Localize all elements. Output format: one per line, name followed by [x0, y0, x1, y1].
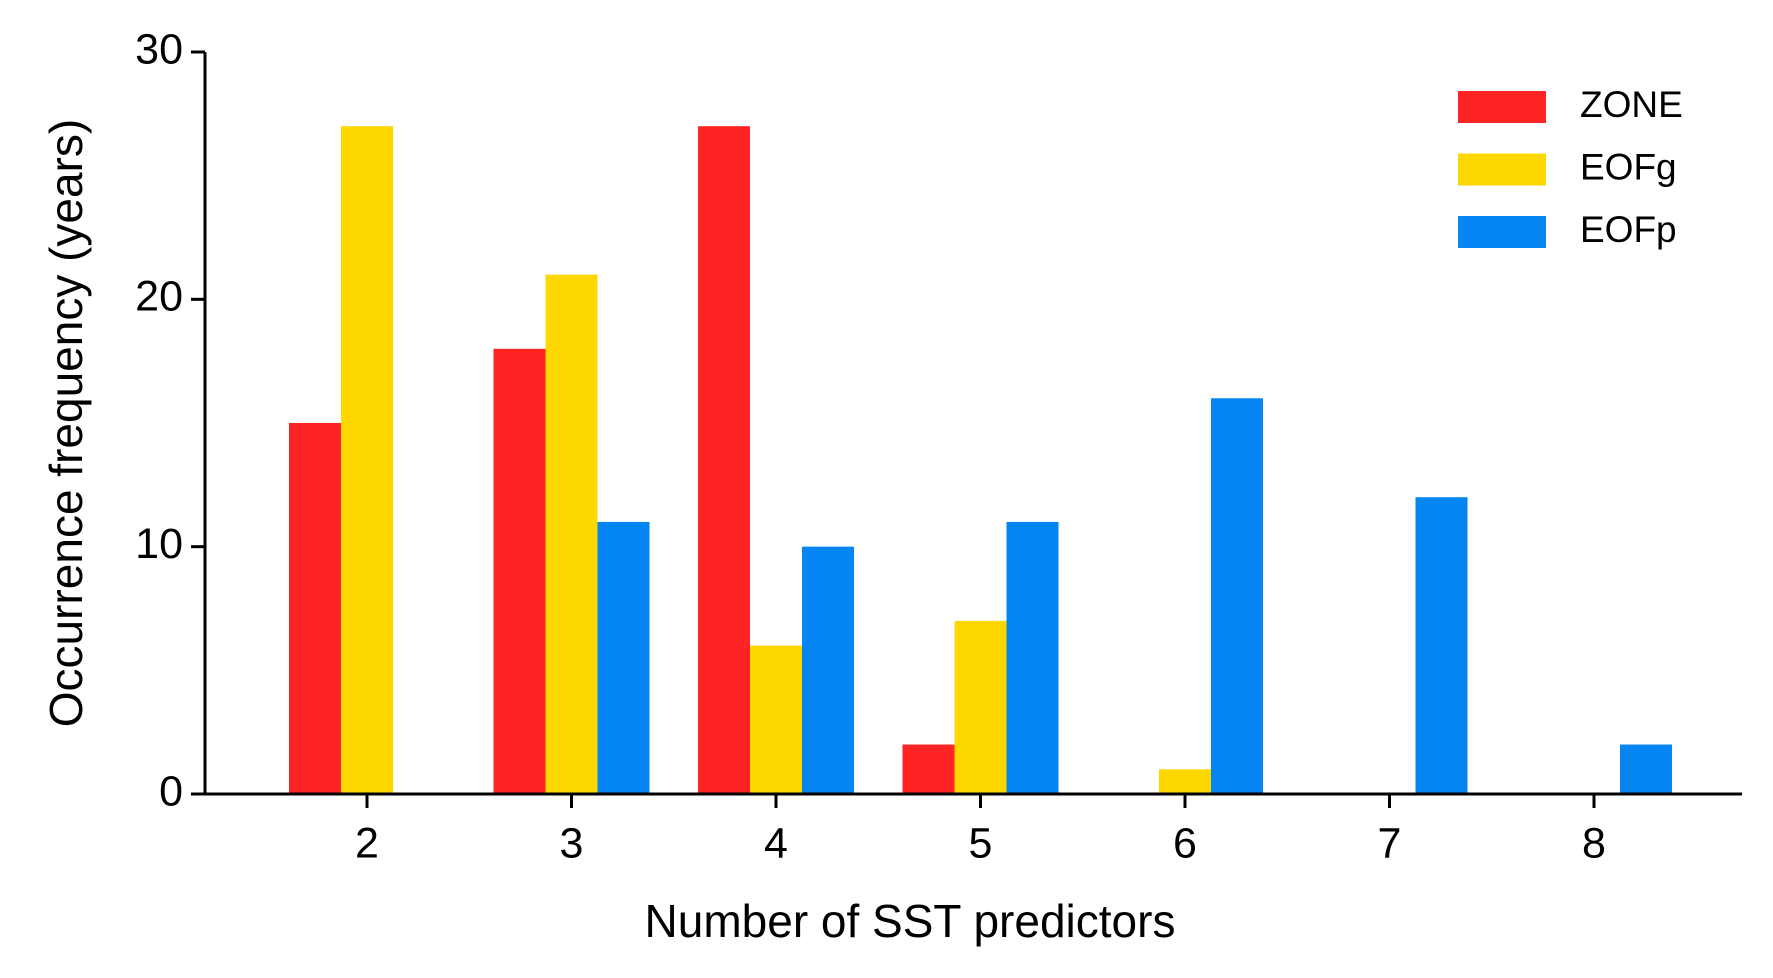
bar [341, 126, 393, 794]
bar [1006, 521, 1059, 794]
x-tick-label: 3 [560, 819, 584, 867]
legend-label: ZONE [1580, 84, 1683, 125]
x-axis-label: Number of SST predictors [645, 895, 1176, 947]
bar [902, 744, 955, 794]
bar [750, 645, 802, 794]
bar [289, 423, 341, 794]
y-tick-label: 20 [135, 273, 183, 321]
legend-swatch [1458, 216, 1546, 248]
x-tick-label: 7 [1378, 819, 1402, 867]
bar [493, 348, 546, 794]
x-tick-label: 2 [355, 819, 379, 867]
y-axis-label: Occurrence frequency (years) [40, 119, 92, 727]
bar [1620, 744, 1672, 794]
bar [1211, 398, 1263, 794]
bar [597, 521, 650, 794]
y-tick-label: 10 [135, 520, 183, 568]
bar [698, 126, 750, 794]
bar [954, 620, 1007, 794]
legend-swatch [1458, 91, 1546, 123]
bar [802, 546, 854, 794]
x-tick-label: 6 [1173, 819, 1197, 867]
y-tick-label: 0 [159, 767, 183, 815]
x-tick-label: 5 [969, 819, 993, 867]
x-tick-label: 8 [1582, 819, 1606, 867]
legend-label: EOFp [1580, 209, 1677, 250]
legend-swatch [1458, 153, 1546, 186]
bar [545, 274, 598, 795]
legend-label: EOFg [1580, 146, 1677, 187]
bar [1415, 497, 1468, 794]
bar [1159, 769, 1211, 794]
x-tick-label: 4 [764, 819, 788, 867]
y-tick-label: 30 [135, 25, 183, 73]
